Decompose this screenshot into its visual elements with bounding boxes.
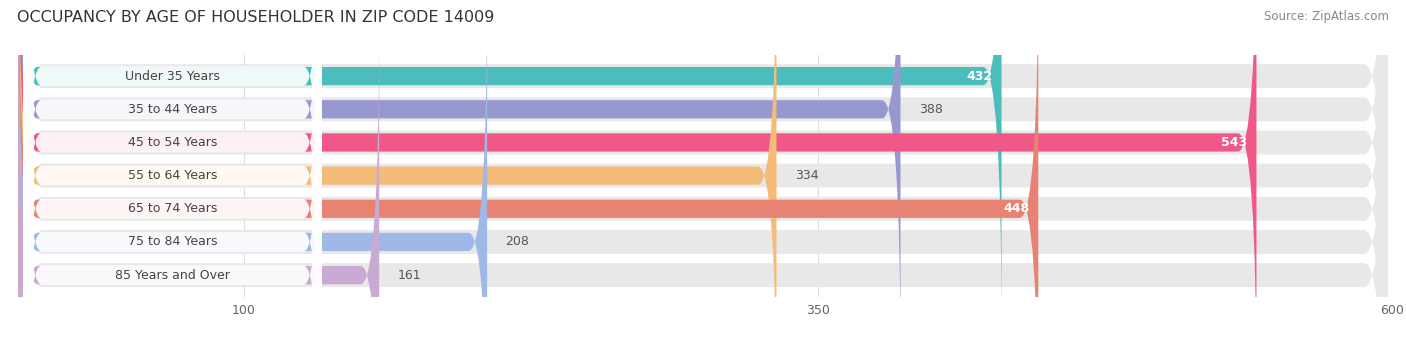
FancyBboxPatch shape xyxy=(24,0,322,341)
Text: Under 35 Years: Under 35 Years xyxy=(125,70,219,83)
Text: 388: 388 xyxy=(920,103,943,116)
FancyBboxPatch shape xyxy=(24,0,322,341)
FancyBboxPatch shape xyxy=(24,19,322,341)
Text: 55 to 64 Years: 55 to 64 Years xyxy=(128,169,217,182)
Text: 45 to 54 Years: 45 to 54 Years xyxy=(128,136,217,149)
FancyBboxPatch shape xyxy=(18,0,1388,341)
Text: 334: 334 xyxy=(794,169,818,182)
Text: 543: 543 xyxy=(1222,136,1247,149)
Text: 448: 448 xyxy=(1002,202,1029,215)
Text: 65 to 74 Years: 65 to 74 Years xyxy=(128,202,217,215)
Text: 161: 161 xyxy=(398,269,422,282)
Text: 208: 208 xyxy=(506,235,530,249)
FancyBboxPatch shape xyxy=(24,0,322,341)
FancyBboxPatch shape xyxy=(18,0,776,341)
FancyBboxPatch shape xyxy=(24,0,322,341)
Text: 35 to 44 Years: 35 to 44 Years xyxy=(128,103,217,116)
Text: Source: ZipAtlas.com: Source: ZipAtlas.com xyxy=(1264,10,1389,23)
FancyBboxPatch shape xyxy=(18,0,1257,341)
Text: 432: 432 xyxy=(966,70,993,83)
FancyBboxPatch shape xyxy=(18,0,486,341)
FancyBboxPatch shape xyxy=(18,0,1388,341)
FancyBboxPatch shape xyxy=(24,0,322,332)
FancyBboxPatch shape xyxy=(18,0,1388,341)
FancyBboxPatch shape xyxy=(18,0,1001,332)
FancyBboxPatch shape xyxy=(18,0,1388,341)
FancyBboxPatch shape xyxy=(18,0,1038,341)
FancyBboxPatch shape xyxy=(24,0,322,341)
Text: 85 Years and Over: 85 Years and Over xyxy=(115,269,231,282)
FancyBboxPatch shape xyxy=(18,0,1388,341)
FancyBboxPatch shape xyxy=(18,0,1388,341)
FancyBboxPatch shape xyxy=(18,19,380,341)
FancyBboxPatch shape xyxy=(18,0,900,341)
Text: OCCUPANCY BY AGE OF HOUSEHOLDER IN ZIP CODE 14009: OCCUPANCY BY AGE OF HOUSEHOLDER IN ZIP C… xyxy=(17,10,495,25)
FancyBboxPatch shape xyxy=(18,0,1388,341)
Text: 75 to 84 Years: 75 to 84 Years xyxy=(128,235,218,249)
